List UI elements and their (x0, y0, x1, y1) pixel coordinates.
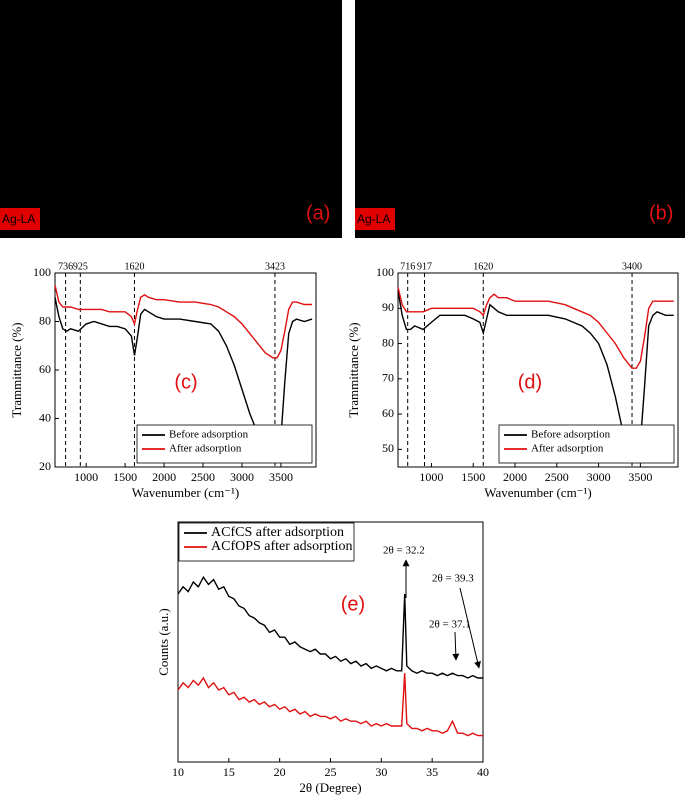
reference-label: 1620 (473, 261, 493, 272)
x-tick-label: 3500 (628, 470, 652, 484)
x-tick-label: 3000 (587, 470, 611, 484)
series-line (397, 286, 674, 369)
panel-label: (c) (174, 371, 197, 393)
x-tick-label: 1500 (113, 470, 137, 484)
element-label: Ag-LA (2, 212, 35, 226)
y-axis-label: Counts (a.u.) (156, 608, 171, 676)
plot-frame (397, 272, 679, 468)
y-tick-label: 90 (382, 300, 394, 314)
y-tick-label: 50 (382, 441, 394, 455)
x-tick-label: 2500 (191, 470, 215, 484)
legend-label: Before adsorption (169, 429, 249, 441)
y-tick-label: 100 (33, 265, 51, 279)
y-tick-label: 80 (382, 335, 394, 349)
reference-label: 736 (58, 261, 73, 272)
y-axis-label: Trammittance (%) (346, 322, 361, 417)
panel-label: (b) (649, 202, 673, 224)
legend-label: After adsorption (531, 443, 604, 455)
y-tick-label: 60 (382, 406, 394, 420)
x-tick-label: 20 (274, 765, 286, 779)
legend-label: ACfOPS after adsorption (211, 539, 353, 554)
x-axis-label: 2θ (Degree) (299, 780, 361, 795)
legend-box (178, 522, 355, 562)
x-tick-label: 1500 (461, 470, 485, 484)
series-line (54, 284, 313, 359)
panel-label: (a) (306, 202, 330, 224)
x-tick-label: 3500 (269, 470, 293, 484)
x-tick-label: 30 (375, 765, 387, 779)
legend-label: Before adsorption (531, 429, 611, 441)
element-label-box (0, 208, 40, 230)
map-a: Ag-LA (a) (0, 0, 342, 238)
x-tick-label: 1000 (74, 470, 98, 484)
x-tick-label: 15 (223, 765, 235, 779)
element-label-box (355, 208, 395, 230)
x-tick-label: 25 (325, 765, 337, 779)
reference-label: 716 (400, 261, 415, 272)
legend-label: ACfCS after adsorption (211, 525, 344, 540)
y-axis-label: Trammittance (%) (9, 322, 24, 417)
annotation-arrow (452, 631, 460, 661)
x-tick-label: 40 (477, 765, 489, 779)
reference-label: 917 (417, 261, 432, 272)
series-line (177, 673, 483, 737)
y-tick-label: 60 (39, 362, 51, 376)
x-tick-label: 3000 (230, 470, 254, 484)
x-tick-label: 35 (426, 765, 438, 779)
legend-box (136, 424, 313, 464)
reference-label: 3400 (622, 261, 642, 272)
y-tick-label: 20 (39, 459, 51, 473)
reference-label: 3423 (265, 261, 285, 272)
reference-label: 925 (73, 261, 88, 272)
annotation: 2θ = 37.1 (429, 619, 471, 631)
y-tick-label: 100 (376, 265, 394, 279)
panel-label: (d) (518, 371, 542, 393)
legend-label: After adsorption (169, 443, 242, 455)
x-tick-label: 1000 (419, 470, 443, 484)
x-tick-label: 2000 (503, 470, 527, 484)
x-tick-label: 10 (172, 765, 184, 779)
panel-label: (e) (341, 593, 365, 615)
annotation: 2θ = 39.3 (432, 573, 474, 585)
reference-label: 1620 (124, 261, 144, 272)
map-b: Ag-LA (b) (355, 0, 685, 238)
annotation-arrow (459, 587, 481, 669)
series-line (177, 575, 483, 679)
x-axis-label: Wavenumber (cm⁻¹) (484, 485, 592, 500)
element-label: Ag-LA (357, 212, 390, 226)
legend-box (498, 424, 675, 464)
y-tick-label: 80 (39, 313, 51, 327)
x-tick-label: 2500 (545, 470, 569, 484)
x-tick-label: 2000 (152, 470, 176, 484)
y-tick-label: 70 (382, 371, 394, 385)
x-axis-label: Wavenumber (cm⁻¹) (132, 485, 240, 500)
annotation: 2θ = 32.2 (383, 545, 425, 557)
y-tick-label: 40 (39, 410, 51, 424)
